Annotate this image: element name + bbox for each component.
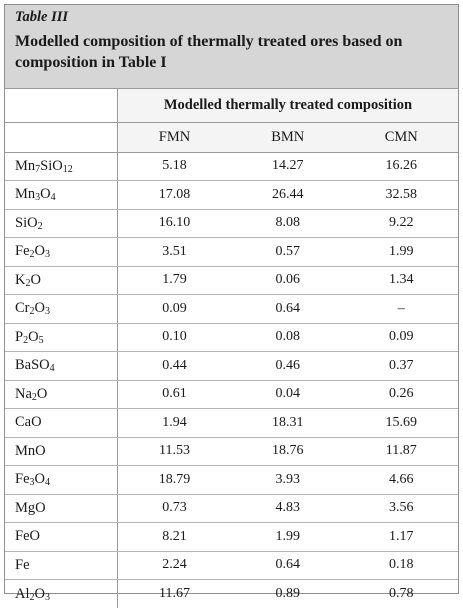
value-cell-fmn: 0.73 [117,494,231,523]
value-cell-bmn: 8.08 [231,209,345,238]
value-cell-cmn: 1.99 [344,238,458,267]
group-header-row: Modelled thermally treated composition [5,89,458,122]
compound-cell: Mn7SiO12 [5,152,117,181]
column-header-cmn: CMN [344,122,458,152]
value-cell-bmn: 26.44 [231,181,345,210]
value-cell-fmn: 11.53 [117,437,231,466]
table-title: Modelled composition of thermally treate… [15,31,435,73]
value-cell-cmn: 0.78 [344,580,458,608]
table-wrapper: Modelled thermally treated composition F… [5,89,458,608]
value-cell-fmn: 2.24 [117,551,231,580]
compound-cell: P2O5 [5,323,117,352]
group-header-spacer [5,89,117,122]
value-cell-cmn: 11.87 [344,437,458,466]
value-cell-cmn: 4.66 [344,466,458,495]
column-header-fmn: FMN [117,122,231,152]
value-cell-cmn: 32.58 [344,181,458,210]
value-cell-bmn: 3.93 [231,466,345,495]
value-cell-cmn: 0.09 [344,323,458,352]
value-cell-fmn: 1.94 [117,409,231,438]
column-header-spacer [5,122,117,152]
value-cell-bmn: 18.31 [231,409,345,438]
compound-cell: K2O [5,266,117,295]
value-cell-fmn: 8.21 [117,523,231,552]
value-cell-bmn: 4.83 [231,494,345,523]
compound-cell: Cr2O3 [5,295,117,324]
value-cell-bmn: 0.89 [231,580,345,608]
value-cell-cmn: 0.26 [344,380,458,409]
value-cell-bmn: 1.99 [231,523,345,552]
value-cell-bmn: 0.57 [231,238,345,267]
value-cell-cmn: 9.22 [344,209,458,238]
value-cell-cmn: 1.34 [344,266,458,295]
compound-cell: Al2O3 [5,580,117,608]
value-cell-bmn: 0.06 [231,266,345,295]
table-frame: Table III Modelled composition of therma… [4,4,459,594]
compound-cell: SiO2 [5,209,117,238]
compound-cell: Fe2O3 [5,238,117,267]
compound-cell: Fe [5,551,117,580]
value-cell-cmn: 16.26 [344,152,458,181]
value-cell-cmn: 1.17 [344,523,458,552]
value-cell-fmn: 11.67 [117,580,231,608]
value-cell-fmn: 3.51 [117,238,231,267]
value-cell-cmn: 0.18 [344,551,458,580]
value-cell-bmn: 18.76 [231,437,345,466]
value-cell-bmn: 0.04 [231,380,345,409]
value-cell-bmn: 14.27 [231,152,345,181]
value-cell-bmn: 0.08 [231,323,345,352]
compound-cell: FeO [5,523,117,552]
value-cell-fmn: 0.61 [117,380,231,409]
column-header-bmn: BMN [231,122,345,152]
value-cell-bmn: 0.64 [231,295,345,324]
value-cell-fmn: 17.08 [117,181,231,210]
compound-cell: MgO [5,494,117,523]
value-cell-fmn: 0.10 [117,323,231,352]
value-cell-fmn: 1.79 [117,266,231,295]
compound-cell: Fe3O4 [5,466,117,495]
value-cell-fmn: 0.44 [117,352,231,381]
column-header-row: FMN BMN CMN [5,122,458,152]
composition-table: Modelled thermally treated composition F… [5,89,458,608]
value-cell-fmn: 0.09 [117,295,231,324]
value-cell-cmn: – [344,295,458,324]
value-cell-fmn: 16.10 [117,209,231,238]
compound-cell: Na2O [5,380,117,409]
value-cell-fmn: 5.18 [117,152,231,181]
table-label: Table III [15,9,68,26]
compound-cell: MnO [5,437,117,466]
table-caption: Table III Modelled composition of therma… [5,5,458,89]
value-cell-cmn: 3.56 [344,494,458,523]
group-header: Modelled thermally treated composition [117,89,458,122]
compound-cell: CaO [5,409,117,438]
compound-cell: Mn3O4 [5,181,117,210]
compound-cell: BaSO4 [5,352,117,381]
value-cell-fmn: 18.79 [117,466,231,495]
value-cell-bmn: 0.46 [231,352,345,381]
value-cell-bmn: 0.64 [231,551,345,580]
value-cell-cmn: 15.69 [344,409,458,438]
value-cell-cmn: 0.37 [344,352,458,381]
